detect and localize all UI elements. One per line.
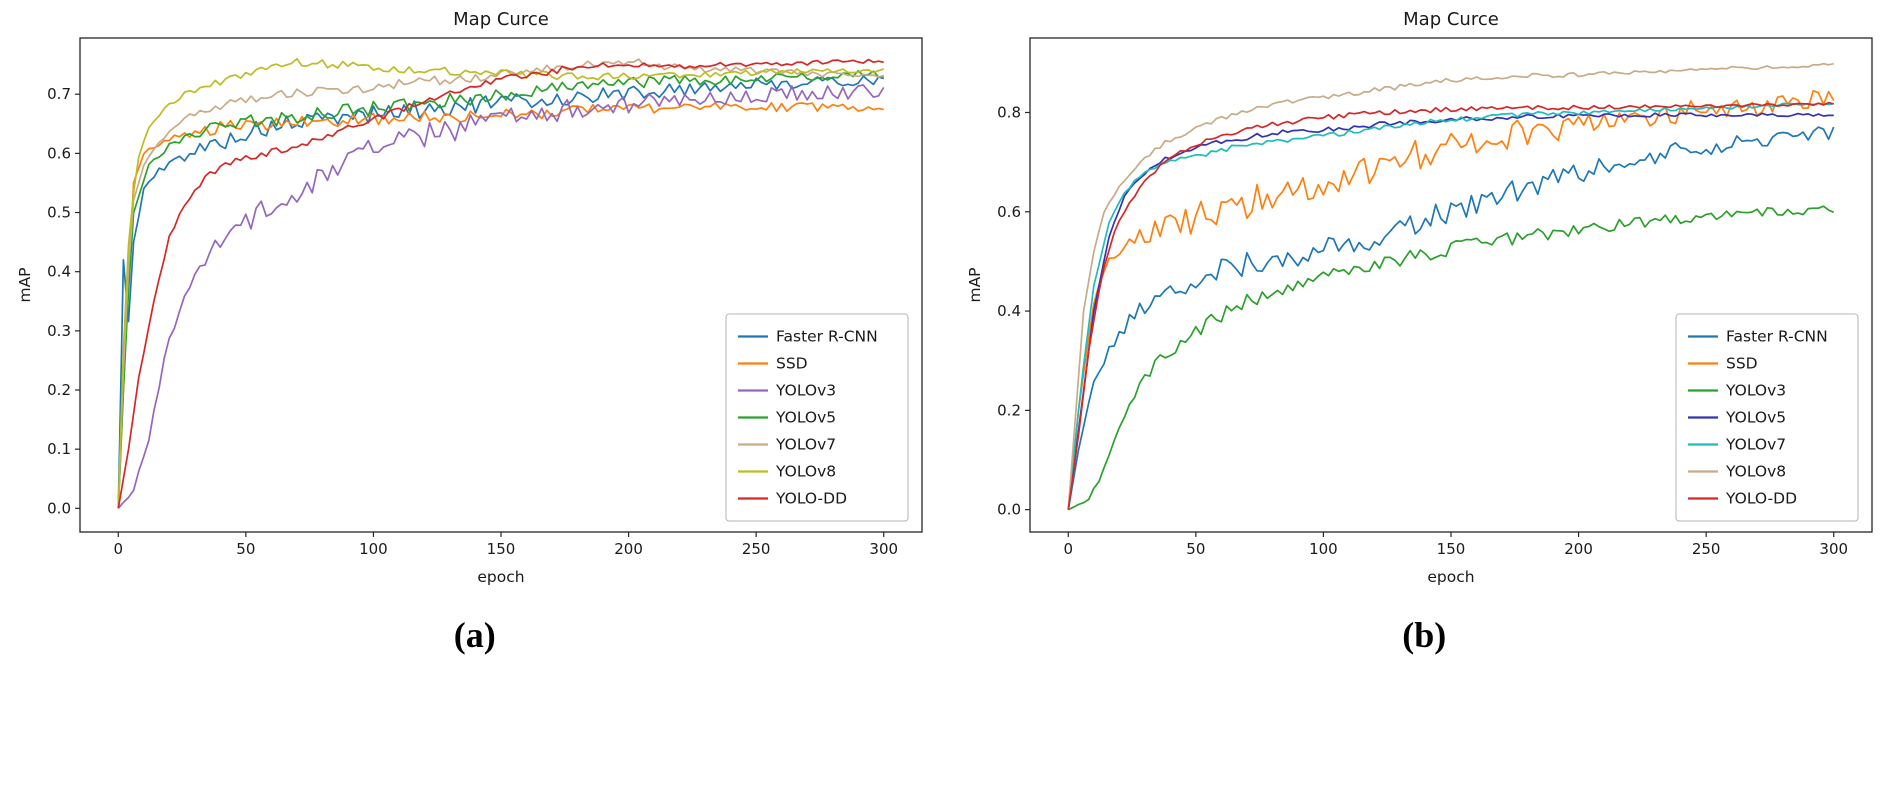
series-line-yolov7 <box>1067 102 1834 510</box>
x-tick-label: 300 <box>1819 540 1848 558</box>
y-tick-label: 0.1 <box>47 440 71 458</box>
legend-box <box>1675 313 1859 522</box>
x-tick-label: 0 <box>114 540 124 558</box>
legend-label: Faster R-CNN <box>1726 328 1828 346</box>
legend-label: YOLOv7 <box>775 436 836 454</box>
x-tick-label: 250 <box>1692 540 1721 558</box>
legend-label: YOLOv5 <box>775 409 836 427</box>
series-line-yolo-dd <box>1067 101 1834 510</box>
legend-label: YOLOv5 <box>1725 409 1786 427</box>
x-tick-label: 50 <box>1186 540 1205 558</box>
legend-box <box>725 313 909 522</box>
legend-label: YOLOv3 <box>1725 382 1786 400</box>
x-tick-label: 0 <box>1063 540 1073 558</box>
x-tick-label: 300 <box>870 540 899 558</box>
caption-a: (a) <box>453 615 496 655</box>
y-axis-label: mAP <box>16 267 34 302</box>
y-tick-label: 0.0 <box>997 501 1021 519</box>
legend-label: Faster R-CNN <box>776 328 878 346</box>
y-tick-label: 0.3 <box>47 322 71 340</box>
series-line-yolov3 <box>117 84 885 509</box>
x-tick-label: 150 <box>487 540 516 558</box>
series-line-yolov5 <box>1067 112 1834 510</box>
legend-label: SSD <box>776 355 808 373</box>
x-tick-label: 100 <box>359 540 388 558</box>
y-tick-label: 0.2 <box>47 381 71 399</box>
y-tick-label: 0.4 <box>47 263 71 281</box>
x-tick-label: 250 <box>742 540 771 558</box>
x-tick-label: 100 <box>1309 540 1338 558</box>
series-line-yolov3 <box>1067 205 1834 511</box>
legend-label: YOLO-DD <box>775 490 847 508</box>
legend-label: YOLOv7 <box>1725 436 1786 454</box>
series-line-yolo-dd <box>117 58 885 509</box>
y-axis-label: mAP <box>966 267 984 302</box>
series-line-yolov7 <box>117 58 885 509</box>
subplot-b: 0 50 100 150 200 250 300 0.0 0.2 0.4 0.6 0.8 Map Cur… <box>950 4 1899 789</box>
chart-title: Map Curce <box>453 9 549 30</box>
legend-label: SSD <box>1726 355 1758 373</box>
x-tick-label: 200 <box>615 540 644 558</box>
y-tick-label: 0.8 <box>997 103 1021 121</box>
series-line-ssd <box>1067 89 1835 510</box>
chart-title: Map Curce <box>1403 9 1499 30</box>
caption-b: (b) <box>1402 615 1447 655</box>
legend-label: YOLO-DD <box>1725 490 1797 508</box>
x-tick-label: 50 <box>237 540 256 558</box>
y-tick-label: 0.2 <box>997 401 1021 419</box>
chart-b: 0 50 100 150 200 250 300 0.0 0.2 0.4 0.6 0.8 Map Cur… <box>966 9 1873 586</box>
y-tick-label: 0.4 <box>997 302 1021 320</box>
x-tick-label: 200 <box>1564 540 1593 558</box>
series-line-faster-r-cnn <box>117 75 885 509</box>
x-tick-label: 150 <box>1436 540 1465 558</box>
y-tick-label: 0.7 <box>47 85 71 103</box>
legend-label: YOLOv8 <box>1725 463 1786 481</box>
y-tick-label: 0.6 <box>47 144 71 162</box>
series-line-yolov8 <box>1067 62 1834 510</box>
x-axis-label: epoch <box>1427 568 1474 586</box>
x-axis-label: epoch <box>478 568 525 586</box>
series-line-ssd <box>117 102 885 509</box>
series-line-faster-r-cnn <box>1067 126 1835 510</box>
chart-a: 0 50 100 150 200 250 300 0.0 0.1 0.2 0.3 0.4 0.5 0.6 0… <box>16 9 923 586</box>
legend-label: YOLOv3 <box>775 382 836 400</box>
legend-label: YOLOv8 <box>775 463 836 481</box>
series-line-yolov5 <box>117 69 884 509</box>
y-tick-label: 0.5 <box>47 204 71 222</box>
y-tick-label: 0.0 <box>47 499 71 517</box>
series-line-yolov8 <box>117 57 885 509</box>
y-tick-label: 0.6 <box>997 203 1021 221</box>
subplot-a: 0 50 100 150 200 250 300 0.0 0.1 0.2 0.3 0.4 0.5 0.6 0… <box>0 4 950 789</box>
